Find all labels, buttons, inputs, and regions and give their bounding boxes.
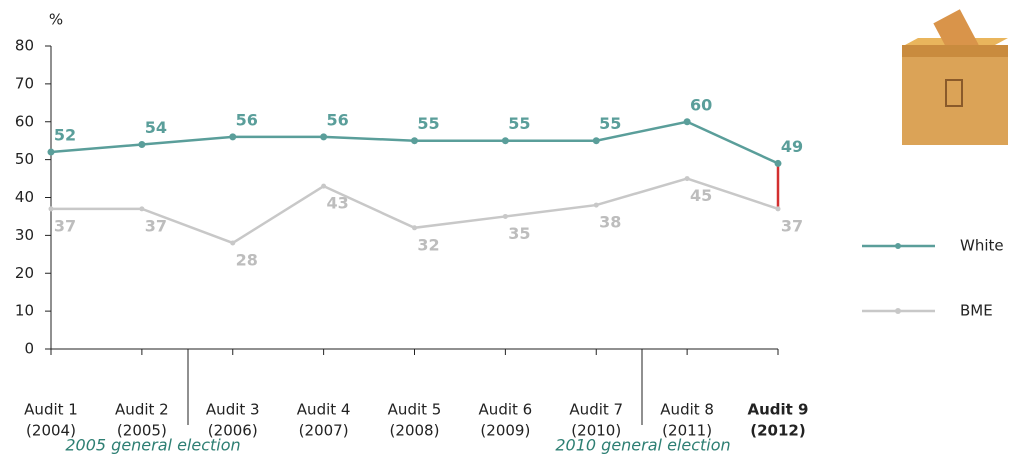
data-label: 56 [326,110,348,129]
point [229,133,237,141]
data-label: 37 [54,216,76,235]
data-label: 49 [781,137,803,156]
point [593,202,599,208]
x-tick-label: Audit 3 [206,401,260,419]
x-tick-label: (2011) [662,422,712,440]
y-tick-label: 30 [15,226,34,244]
data-label: 28 [236,250,258,269]
point [411,137,418,145]
point [138,140,146,148]
x-tick-label: (2004) [26,422,76,440]
point [775,206,781,212]
annotation: 2005 general election [65,436,240,455]
y-tick-label: 70 [15,74,34,92]
y-tick-label: 20 [15,264,34,282]
legend-marker [895,308,901,314]
data-label: 52 [54,126,76,145]
y-axis-label: % [49,11,63,29]
point [230,240,236,246]
point [501,137,509,145]
legend-label: White [960,237,1004,255]
point [320,133,328,141]
point [321,183,327,189]
data-label: 37 [145,216,167,235]
x-tick-label: (2005) [117,422,167,440]
x-tick-label: Audit 8 [660,401,714,419]
y-tick-label: 80 [15,37,34,55]
x-tick-label: Audit 1 [24,401,78,419]
point [774,159,782,167]
point [412,225,417,231]
point [684,176,690,182]
x-tick-label: Audit 2 [115,401,169,419]
x-tick-label: (2012) [750,422,805,440]
data-label: 56 [236,110,258,129]
data-label: 45 [690,186,712,205]
y-tick-label: 60 [15,112,34,130]
point [48,206,54,212]
point [139,206,145,212]
x-tick-label: Audit 5 [388,401,442,419]
x-tick-label: (2008) [390,422,440,440]
data-label: 60 [690,95,712,114]
point [502,213,508,219]
legend-label: BME [960,302,993,320]
data-label: 43 [326,194,348,213]
data-label: 38 [599,213,621,232]
point [683,118,691,126]
x-tick-label: (2010) [571,422,621,440]
ballot-box-icon [902,9,1008,145]
data-label: 55 [508,114,530,133]
x-tick-label: Audit 4 [297,401,351,419]
x-tick-label: (2007) [299,422,349,440]
x-tick-label: Audit 7 [569,401,623,419]
data-label: 55 [599,114,621,133]
y-tick-label: 40 [15,188,34,206]
x-tick-label: (2009) [480,422,530,440]
data-label: 37 [781,216,803,235]
data-label: 32 [417,235,439,254]
x-tick-label: Audit 6 [479,401,533,419]
point [47,148,55,156]
y-tick-label: 10 [15,302,34,320]
x-tick-label: Audit 9 [748,401,809,419]
y-tick-label: 50 [15,150,34,168]
y-tick-label: 0 [24,340,34,358]
x-tick-label: (2006) [208,422,258,440]
data-label: 35 [508,224,530,243]
data-label: 54 [145,118,167,137]
point [592,137,600,145]
data-label: 55 [417,114,439,133]
annotation: 2010 general election [555,436,730,455]
legend-marker [895,243,901,249]
